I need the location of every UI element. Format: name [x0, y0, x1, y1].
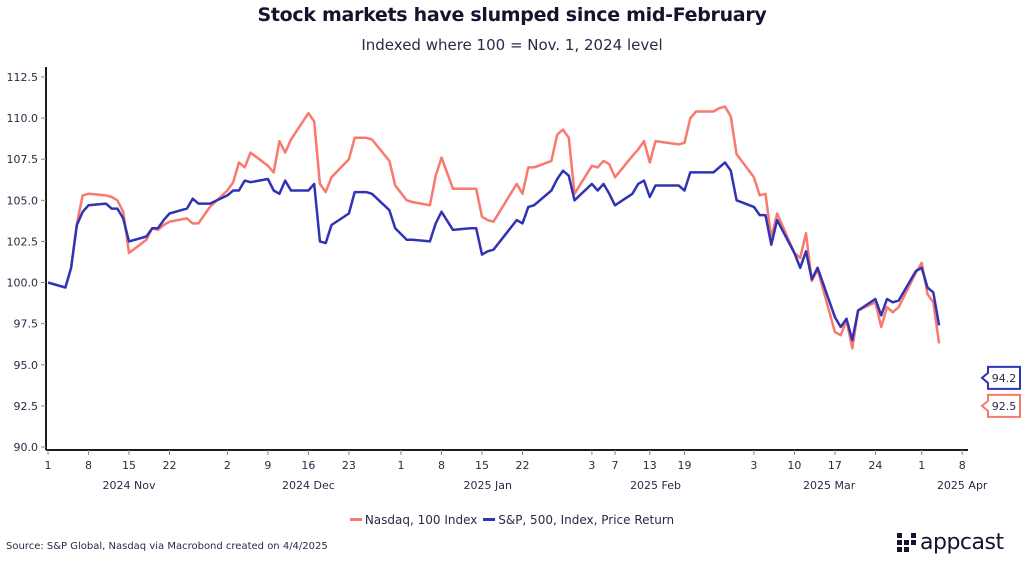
- y-tick-label: 110.0: [7, 112, 39, 125]
- series-line-sp500: [47, 161, 941, 342]
- x-tick-label: 1: [45, 459, 52, 472]
- x-tick-label: 22: [163, 459, 177, 472]
- appcast-logo-icon: [897, 533, 916, 552]
- x-tick-label: 3: [588, 459, 595, 472]
- x-tick-label: 23: [342, 459, 356, 472]
- legend-label-sp500: S&P, 500, Index, Price Return: [498, 512, 675, 527]
- x-tick-label: 19: [677, 459, 691, 472]
- x-tick-label: 9: [264, 459, 271, 472]
- y-tick-label: 100.0: [7, 277, 39, 290]
- legend-item-sp500[interactable]: S&P, 500, Index, Price Return: [483, 513, 674, 527]
- x-tick-label: 17: [828, 459, 842, 472]
- y-tick-label: 112.5: [7, 71, 39, 84]
- end-label-nasdaq: 92.5: [992, 400, 1017, 413]
- x-month-label: 2025 Feb: [630, 479, 681, 492]
- legend-label-nasdaq: Nasdaq, 100 Index: [364, 512, 478, 527]
- y-tick-label: 95.0: [14, 359, 39, 372]
- x-tick-label: 24: [868, 459, 882, 472]
- x-tick-label: 8: [85, 459, 92, 472]
- y-tick-label: 92.5: [14, 400, 39, 413]
- chart-subtitle: Indexed where 100 = Nov. 1, 2024 level: [361, 36, 663, 54]
- series-layer: [47, 105, 941, 350]
- appcast-logo-text: appcast: [920, 530, 1004, 555]
- x-tick-label: 3: [750, 459, 757, 472]
- end-label-sp500: 94.2: [992, 372, 1017, 385]
- x-month-label: 2024 Nov: [103, 479, 156, 492]
- legend-swatch-nasdaq: [349, 518, 362, 521]
- x-tick-label: 15: [475, 459, 489, 472]
- x-tick-label: 8: [959, 459, 966, 472]
- x-tick-label: 2: [224, 459, 231, 472]
- x-month-label: 2024 Dec: [282, 479, 335, 492]
- legend-swatch-sp500: [483, 518, 496, 521]
- end-label-box-sp500: [980, 365, 1021, 390]
- source-note: Source: S&P Global, Nasdaq via Macrobond…: [6, 541, 328, 552]
- y-tick-label: 105.0: [7, 194, 39, 207]
- x-month-label: 2025 Mar: [803, 479, 856, 492]
- x-tick-label: 22: [515, 459, 529, 472]
- x-tick-label: 16: [301, 459, 315, 472]
- x-tick-label: 1: [918, 459, 925, 472]
- appcast-logo: appcast: [897, 530, 1004, 555]
- y-tick-label: 97.5: [14, 318, 39, 331]
- y-tick-label: 102.5: [7, 235, 39, 248]
- x-tick-label: 7: [612, 459, 619, 472]
- x-tick-label: 13: [643, 459, 657, 472]
- chart-title: Stock markets have slumped since mid-Feb…: [257, 4, 767, 26]
- y-tick-label: 90.0: [14, 441, 39, 454]
- x-tick-label: 10: [787, 459, 801, 472]
- x-month-label: 2025 Apr: [937, 479, 988, 492]
- y-tick-label: 107.5: [7, 153, 39, 166]
- legend-item-nasdaq[interactable]: Nasdaq, 100 Index: [349, 512, 478, 527]
- x-month-label: 2025 Jan: [464, 479, 512, 492]
- end-labels: 92.5 94.2: [980, 365, 1021, 418]
- x-tick-label: 8: [438, 459, 445, 472]
- y-axis: 90.0 92.5 95.0 97.5 100.0 102.5 105.0 107.5 110.…: [7, 67, 47, 454]
- x-tick-label: 15: [122, 459, 136, 472]
- series-line-nasdaq: [47, 105, 941, 350]
- end-label-box-nasdaq: [980, 393, 1021, 418]
- legend: Nasdaq, 100 Index S&P, 500, Index, Price…: [0, 510, 1024, 527]
- x-tick-label: 1: [397, 459, 404, 472]
